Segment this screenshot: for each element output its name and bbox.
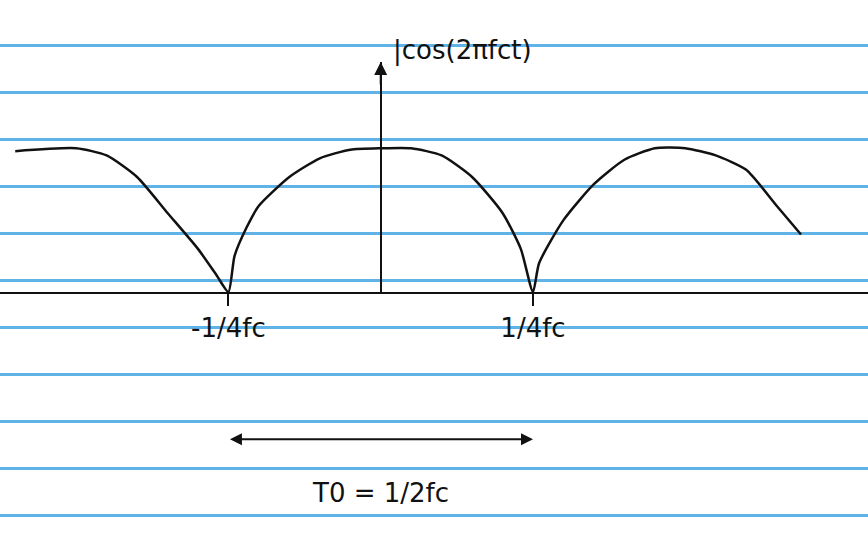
svg-text:-1/4fc: -1/4fc xyxy=(191,313,266,343)
svg-text:1/4fc: 1/4fc xyxy=(500,313,565,343)
svg-text:T0 = 1/2fc: T0 = 1/2fc xyxy=(312,478,449,508)
svg-text:|cos(2πfct): |cos(2πfct) xyxy=(393,35,532,66)
